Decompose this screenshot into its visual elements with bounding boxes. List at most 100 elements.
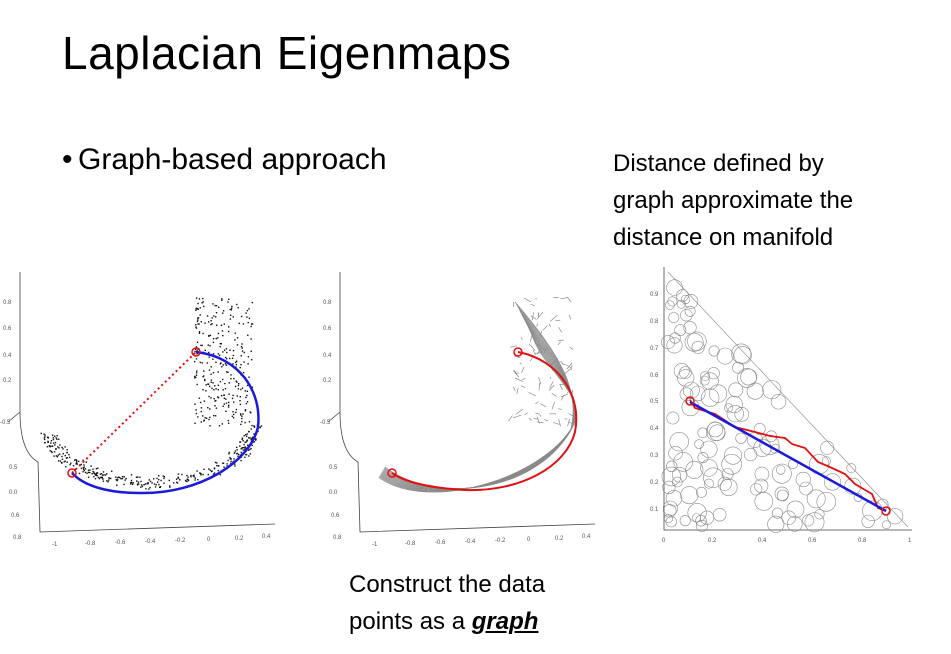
data-point-dot xyxy=(248,317,251,320)
svg-text:0.5: 0.5 xyxy=(650,399,659,405)
graph-edge xyxy=(560,393,568,398)
data-point-dot xyxy=(97,467,99,469)
data-point-dot xyxy=(260,425,263,427)
data-point-dot xyxy=(215,388,217,390)
data-point-dot xyxy=(75,459,78,462)
data-point-dot xyxy=(242,323,245,325)
data-point-dot xyxy=(86,472,88,474)
graph-edge-loop xyxy=(671,467,688,483)
bullet-dot-icon: • xyxy=(62,143,73,176)
graph-edge-loop xyxy=(767,515,785,533)
data-point-dot xyxy=(245,434,247,436)
data-point-dot xyxy=(212,372,215,374)
data-point-dot xyxy=(224,363,227,365)
data-point-dot xyxy=(248,431,250,433)
data-point-dot xyxy=(217,465,220,467)
data-point-dot xyxy=(234,463,236,465)
graph-edge xyxy=(532,349,536,356)
data-point-dot xyxy=(119,476,121,479)
data-point-dot xyxy=(147,482,149,485)
graph-edge xyxy=(516,388,519,394)
data-point-dot xyxy=(194,403,196,405)
svg-text:-0.4: -0.4 xyxy=(465,539,476,545)
data-point-dot xyxy=(154,486,157,488)
data-point-dot xyxy=(162,475,164,477)
data-point-dot xyxy=(50,442,52,444)
svg-text:0.8: 0.8 xyxy=(650,319,659,325)
data-point-dot xyxy=(137,481,140,483)
data-point-dot xyxy=(200,421,202,423)
graph-edge-loop xyxy=(804,512,825,533)
data-point-dot xyxy=(149,486,151,489)
data-point-dot xyxy=(240,363,242,366)
data-point-dot xyxy=(216,462,218,464)
data-point-dot xyxy=(232,417,235,419)
figure-swiss-roll-points: 0.8 0.6 0.4 0.2 -0.5 0.5 0.0 0.6 0.8 -1 -0.8 -0.… xyxy=(0,272,276,548)
data-point-dot xyxy=(236,360,238,362)
graph-edge-loop xyxy=(703,478,714,489)
data-point-dot xyxy=(52,442,55,444)
svg-text:0.4: 0.4 xyxy=(3,353,12,359)
data-point-dot xyxy=(226,463,228,465)
graph-edge-loop xyxy=(666,411,680,425)
data-point-dot xyxy=(195,327,198,329)
data-point-dot xyxy=(69,463,71,466)
graph-edge xyxy=(512,370,520,378)
data-point-dot xyxy=(91,473,93,475)
data-point-dot xyxy=(97,476,100,479)
end-point xyxy=(191,347,201,357)
graph-edge-loop xyxy=(661,466,681,487)
data-point-dot xyxy=(233,458,235,460)
data-point-dot xyxy=(48,445,50,447)
data-point-dot xyxy=(240,459,242,462)
data-point-dot xyxy=(49,446,51,448)
svg-text:0.9: 0.9 xyxy=(650,292,659,298)
graph-edge xyxy=(551,401,556,410)
data-point-dot xyxy=(194,348,197,350)
data-point-dot xyxy=(66,449,68,451)
data-point-dot xyxy=(248,449,250,451)
graph-edge xyxy=(514,370,517,375)
graph-edge xyxy=(551,358,559,365)
svg-text:-1: -1 xyxy=(52,542,58,548)
graph-edge-loop xyxy=(750,483,763,496)
data-point-dot xyxy=(251,359,253,361)
data-point-dot xyxy=(197,479,199,481)
data-point-dot xyxy=(212,353,215,355)
data-point-dot xyxy=(200,344,202,347)
data-point-dot xyxy=(51,434,54,436)
data-point-dot xyxy=(63,461,65,463)
data-point-dot xyxy=(61,462,63,464)
data-point-dot xyxy=(250,350,252,352)
data-point-dot xyxy=(140,486,142,488)
data-point-dot xyxy=(100,476,102,479)
graph-edge-loop xyxy=(661,335,676,350)
data-point-dot xyxy=(195,374,198,376)
data-point-dot xyxy=(205,417,208,419)
data-point-dot xyxy=(155,484,157,486)
graph-edge-loop xyxy=(663,504,677,518)
data-point-dot xyxy=(244,448,246,450)
svg-text:0.8: 0.8 xyxy=(333,535,342,541)
data-point-dot xyxy=(66,451,68,454)
graph-edge-loop xyxy=(725,395,743,414)
data-point-dot xyxy=(208,468,210,470)
svg-text:-0.8: -0.8 xyxy=(85,541,96,547)
svg-text:0.3: 0.3 xyxy=(650,453,659,459)
data-point-dot xyxy=(200,321,202,323)
data-point-dot xyxy=(217,332,220,335)
data-point-dot xyxy=(255,439,257,441)
data-point-dot xyxy=(234,385,237,388)
caption-line-2-prefix: points as a xyxy=(349,608,472,635)
data-point-dot xyxy=(90,465,92,467)
data-point-dot xyxy=(80,467,83,470)
data-point-dot xyxy=(253,426,256,428)
data-point-dot xyxy=(229,357,231,360)
graph-edge xyxy=(380,321,576,491)
data-point-dot xyxy=(222,462,225,464)
graph-edge-loop xyxy=(700,371,710,382)
graph-edge xyxy=(535,401,539,405)
data-point-dot xyxy=(241,438,243,440)
graph-edge xyxy=(530,315,537,320)
graph-edge-loop xyxy=(774,486,789,501)
